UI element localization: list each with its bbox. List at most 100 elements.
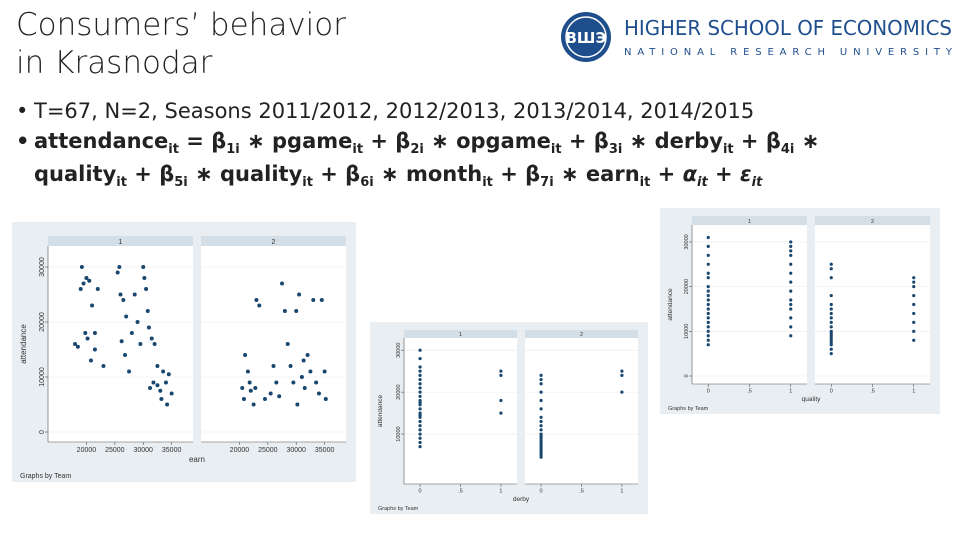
data-point [142,276,147,280]
data-point [144,287,149,291]
data-point [282,309,287,313]
facet-plot-area [525,338,638,484]
data-point [302,386,307,390]
facet-header [815,216,930,225]
bullet-text-1: T=67, N=2, Seasons 2011/2012, 2012/2013,… [34,99,755,123]
data-point [155,383,160,388]
data-point [829,334,833,338]
data-point [301,358,306,363]
y-tick-label: 10000 [396,426,402,441]
x-tick-label: 20000 [230,447,250,454]
data-point [829,331,833,336]
y-tick-label: 0 [39,430,46,434]
data-point [539,382,543,386]
y-tick-label: 30000 [684,234,690,249]
y-axis-title: attendance [19,324,28,364]
data-point [158,388,163,393]
data-point [418,394,422,398]
data-point [319,298,324,302]
data-point [829,347,833,351]
x-tick-label: .5 [870,389,875,395]
data-point [165,402,170,407]
data-point [789,253,793,257]
bullet-item-formula: • attendanceit = β1i ∗ pgameit + β2i ∗ op… [16,129,820,157]
data-point [75,344,80,349]
x-tick-label: 30000 [286,447,306,454]
data-point [124,314,129,319]
data-point [706,271,710,275]
data-point [418,440,422,445]
data-point [418,386,422,390]
data-point [829,276,833,280]
data-point [418,348,422,352]
data-point [829,262,833,266]
y-tick-label: 20000 [39,312,46,332]
data-point [161,369,166,374]
data-point [299,375,304,379]
x-tick-label: 0 [707,389,710,395]
data-point [254,298,259,302]
data-point [829,302,833,307]
data-point [240,386,245,390]
data-point [706,253,710,257]
data-point [706,320,710,324]
data-point [706,244,710,249]
x-tick-label: .5 [747,389,752,395]
data-point [262,397,267,401]
data-point [789,325,793,329]
data-point [149,336,154,341]
data-point [138,342,143,346]
data-point [706,302,710,307]
data-point [706,276,710,280]
data-point [78,287,83,291]
data-point [291,380,296,385]
data-point [620,373,624,377]
data-point [912,285,916,289]
facet-header [48,236,193,246]
data-point [241,397,246,401]
data-point [829,343,833,347]
data-point [706,298,710,302]
x-tick-label: 1 [912,389,915,395]
facet-header [525,330,638,338]
x-tick-label: .5 [458,489,463,495]
graphs-by-team-note: Graphs by Team [668,406,709,412]
data-point [418,428,422,432]
data-point [285,342,290,346]
facet-title: 1 [459,332,462,338]
facet-title: 2 [272,239,276,246]
data-point [706,338,710,342]
data-point [295,402,300,407]
emblem-text: ВШЭ [566,29,607,47]
data-point [706,262,710,266]
data-point [706,285,710,289]
data-point [159,397,164,401]
data-point [248,388,253,393]
x-tick-label: .5 [579,489,584,495]
slide-title: Consumers’ behavior in Krasnodar [16,6,416,82]
data-point [288,364,293,368]
data-point [829,267,833,271]
y-tick-label: 30000 [396,343,402,358]
data-point [92,347,97,352]
data-point [84,276,89,280]
data-point [277,394,282,399]
data-point [539,455,543,459]
y-axis-title: attendance [667,288,674,321]
y-tick-label: 20000 [396,384,402,399]
data-point [121,298,126,302]
data-point [311,298,316,302]
data-point [118,292,123,297]
data-point [539,415,543,419]
data-point [912,280,916,284]
data-point [274,380,279,385]
data-point [499,398,503,403]
data-point [418,390,422,394]
facet-title: 1 [119,239,123,246]
logo-line-1: HIGHER SCHOOL OF ECONOMICS [624,16,952,40]
data-point [119,339,124,344]
data-point [912,293,916,298]
facet-title: 2 [580,332,583,338]
data-point [90,303,95,308]
x-tick-label: 1 [789,389,792,395]
